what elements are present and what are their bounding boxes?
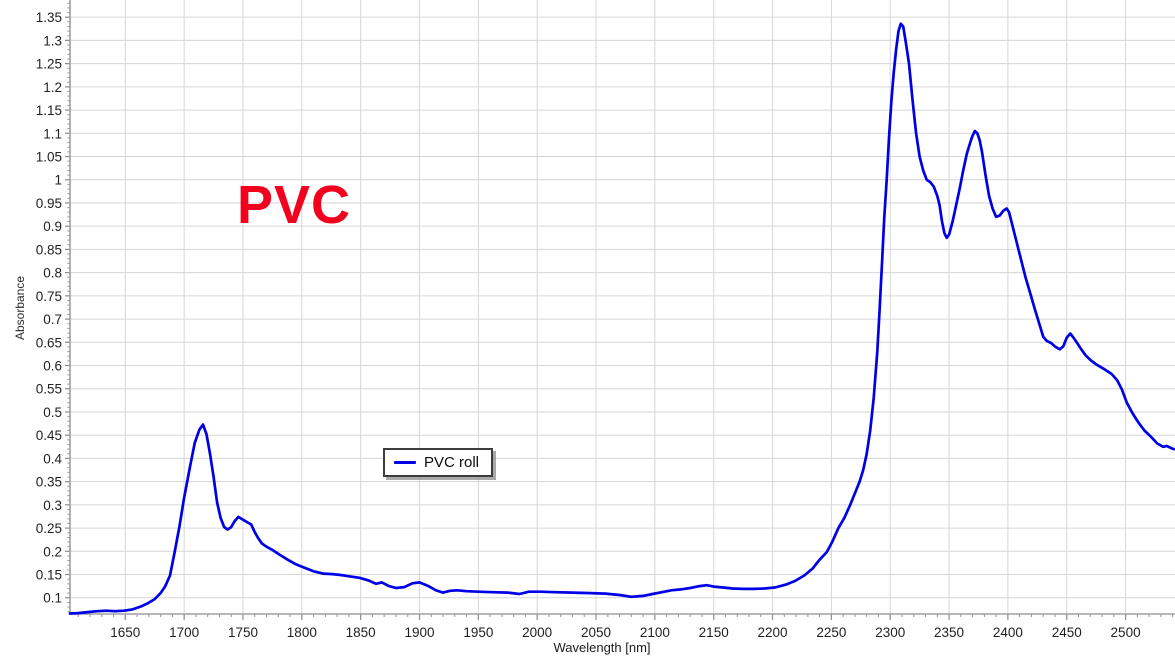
svg-text:0.3: 0.3 bbox=[43, 498, 62, 513]
svg-text:2200: 2200 bbox=[758, 625, 788, 640]
svg-text:1950: 1950 bbox=[463, 625, 493, 640]
tick-labels: 1650 1700 1750 1800 1850 1900 1950 2000 2050 2100… bbox=[36, 10, 1141, 640]
svg-text:0.65: 0.65 bbox=[36, 335, 62, 350]
svg-text:1850: 1850 bbox=[346, 625, 376, 640]
svg-text:0.15: 0.15 bbox=[36, 568, 62, 583]
svg-text:2500: 2500 bbox=[1111, 625, 1141, 640]
svg-text:0.85: 0.85 bbox=[36, 242, 62, 257]
svg-text:0.2: 0.2 bbox=[43, 544, 62, 559]
svg-text:2100: 2100 bbox=[640, 625, 670, 640]
svg-text:2350: 2350 bbox=[934, 625, 964, 640]
svg-text:0.45: 0.45 bbox=[36, 428, 62, 443]
svg-text:1.1: 1.1 bbox=[43, 126, 62, 141]
legend-label: PVC roll bbox=[424, 454, 480, 471]
svg-text:0.25: 0.25 bbox=[36, 521, 62, 536]
svg-text:2050: 2050 bbox=[581, 625, 611, 640]
svg-text:0.75: 0.75 bbox=[36, 289, 62, 304]
svg-text:1650: 1650 bbox=[110, 625, 140, 640]
svg-text:1: 1 bbox=[54, 173, 62, 188]
svg-text:0.8: 0.8 bbox=[43, 266, 62, 281]
svg-text:1700: 1700 bbox=[169, 625, 199, 640]
svg-text:2450: 2450 bbox=[1052, 625, 1082, 640]
gridlines bbox=[70, 0, 1175, 614]
spectrum-curve bbox=[68, 22, 1175, 615]
y-axis-title: Absorbance bbox=[13, 275, 27, 341]
svg-text:1.2: 1.2 bbox=[43, 80, 62, 95]
pvc-annotation: PVC bbox=[237, 175, 352, 235]
svg-text:0.7: 0.7 bbox=[43, 312, 62, 327]
svg-text:0.55: 0.55 bbox=[36, 382, 62, 397]
svg-text:2300: 2300 bbox=[875, 625, 905, 640]
svg-text:0.35: 0.35 bbox=[36, 475, 62, 490]
svg-text:1750: 1750 bbox=[228, 625, 258, 640]
svg-text:1.15: 1.15 bbox=[36, 103, 62, 118]
svg-text:0.1: 0.1 bbox=[43, 591, 62, 606]
svg-text:0.6: 0.6 bbox=[43, 359, 62, 374]
svg-text:1900: 1900 bbox=[404, 625, 434, 640]
svg-text:0.4: 0.4 bbox=[43, 451, 62, 466]
svg-text:0.5: 0.5 bbox=[43, 405, 62, 420]
svg-text:0.95: 0.95 bbox=[36, 196, 62, 211]
x-axis-title: Wavelength [nm] bbox=[553, 640, 651, 655]
svg-text:2150: 2150 bbox=[699, 625, 729, 640]
axes bbox=[69, 0, 1175, 615]
svg-text:2250: 2250 bbox=[816, 625, 846, 640]
svg-text:0.9: 0.9 bbox=[43, 219, 62, 234]
svg-text:1.3: 1.3 bbox=[43, 33, 62, 48]
svg-text:1.25: 1.25 bbox=[36, 57, 62, 72]
svg-text:1.35: 1.35 bbox=[36, 10, 62, 25]
svg-text:2400: 2400 bbox=[993, 625, 1023, 640]
svg-text:1.05: 1.05 bbox=[36, 150, 62, 165]
svg-text:2000: 2000 bbox=[522, 625, 552, 640]
legend-box[interactable]: PVC roll bbox=[383, 448, 494, 477]
legend-line-swatch bbox=[394, 461, 416, 464]
svg-text:1800: 1800 bbox=[287, 625, 317, 640]
